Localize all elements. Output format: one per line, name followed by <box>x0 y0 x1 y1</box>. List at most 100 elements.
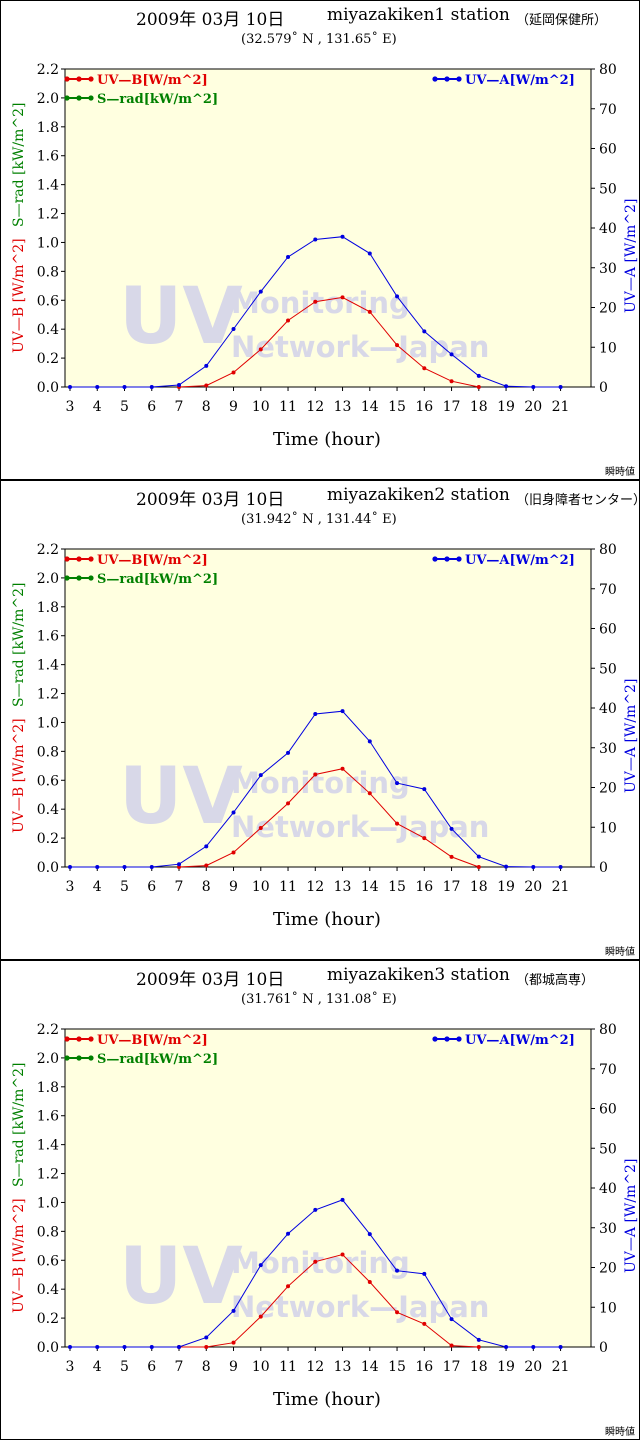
data-point <box>476 385 481 389</box>
x-tick-label: 19 <box>497 879 515 895</box>
x-tick-label: 20 <box>524 399 542 415</box>
data-point <box>204 383 209 388</box>
legend-label: UV—A[W/m^2] <box>465 1033 575 1048</box>
legend-marker <box>444 1036 450 1042</box>
chart-title: 2009年 03月 10日 miyazakiken3 station （都城高専… <box>1 965 639 990</box>
title-coords: (31.942˚ N , 131.44˚ E) <box>241 512 397 527</box>
x-tick-label: 6 <box>147 1359 156 1375</box>
legend-marker <box>76 575 82 581</box>
x-tick-label: 20 <box>524 1359 542 1375</box>
y-right-tick-label: 40 <box>599 1181 617 1197</box>
x-tick-label: 18 <box>470 399 488 415</box>
data-point <box>504 864 509 869</box>
plot-area <box>64 1028 592 1348</box>
legend-marker <box>432 556 438 562</box>
data-point <box>204 844 209 849</box>
x-tick-label: 13 <box>334 879 352 895</box>
y-left-tick-label: 1.2 <box>37 687 59 703</box>
data-point <box>558 385 563 389</box>
y-right-tick-label: 40 <box>599 221 617 237</box>
x-tick-label: 19 <box>497 399 515 415</box>
instant-value-note: 瞬時値 <box>605 947 635 958</box>
y-left-tick-label: 0.8 <box>37 744 59 760</box>
data-point <box>449 854 454 859</box>
y-right-tick-label: 50 <box>599 1141 617 1157</box>
legend-marker <box>88 76 94 82</box>
title-station: miyazakiken1 station <box>327 5 510 25</box>
y-left-label-srad: S—rad [kW/m^2] <box>11 103 27 227</box>
data-point <box>177 862 182 867</box>
y-right-tick-label: 20 <box>599 301 617 317</box>
data-point <box>422 329 427 334</box>
legend-label: S—rad[kW/m^2] <box>97 92 218 107</box>
data-point <box>286 801 291 806</box>
x-tick-label: 21 <box>552 399 570 415</box>
data-point <box>504 384 509 389</box>
y-left-label-uvb: UV—B [W/m^2] <box>11 238 27 353</box>
y-right-tick-label: 80 <box>599 62 617 78</box>
y-left-tick-label: 0.8 <box>37 264 59 280</box>
legend-marker <box>456 1036 462 1042</box>
data-point <box>177 1345 182 1349</box>
legend-marker <box>76 556 82 562</box>
data-point <box>231 1308 236 1313</box>
data-point <box>258 825 263 830</box>
x-tick-label: 4 <box>93 879 102 895</box>
x-tick-label: 11 <box>279 879 297 895</box>
data-point <box>177 865 182 869</box>
x-tick-label: 12 <box>306 1359 324 1375</box>
y-left-tick-label: 2.0 <box>37 91 59 107</box>
y-left-tick-label: 0.0 <box>37 860 59 876</box>
x-tick-label: 5 <box>120 1359 129 1375</box>
data-point <box>476 1337 481 1342</box>
y-left-tick-label: 2.2 <box>37 62 59 78</box>
y-right-tick-label: 20 <box>599 781 617 797</box>
y-left-tick-label: 0.6 <box>37 1253 59 1269</box>
legend-marker <box>64 95 70 101</box>
data-point <box>68 1345 72 1349</box>
data-point <box>286 750 291 755</box>
data-point <box>449 1317 454 1322</box>
watermark-line1: Monitoring <box>231 1246 410 1280</box>
data-point <box>395 781 400 786</box>
y-right-tick-label: 20 <box>599 1261 617 1277</box>
legend-marker <box>64 556 70 562</box>
data-point <box>231 1340 236 1345</box>
y-left-tick-label: 1.8 <box>37 1080 59 1096</box>
y-right-tick-label: 50 <box>599 661 617 677</box>
legend-label: S—rad[kW/m^2] <box>97 1052 218 1067</box>
x-tick-label: 8 <box>202 879 211 895</box>
title-coords: (32.579˚ N , 131.65˚ E) <box>241 32 397 47</box>
data-point <box>531 385 536 389</box>
legend-label: UV—A[W/m^2] <box>465 73 575 88</box>
data-point <box>422 787 427 792</box>
data-point <box>231 326 236 331</box>
data-point <box>258 773 263 778</box>
x-tick-label: 11 <box>279 399 297 415</box>
data-point <box>149 865 154 869</box>
data-point <box>231 810 236 815</box>
y-right-tick-label: 0 <box>599 380 608 396</box>
data-point <box>286 255 291 260</box>
data-point <box>231 850 236 855</box>
title-date: 2009年 03月 10日 <box>136 490 285 510</box>
data-point <box>395 1268 400 1273</box>
data-point <box>258 1263 263 1268</box>
y-right-label: UV—A [W/m^2] <box>623 1159 639 1273</box>
watermark-line1: Monitoring <box>231 286 410 320</box>
data-point <box>313 299 318 304</box>
watermark-line1: Monitoring <box>231 766 410 800</box>
y-right-tick-label: 40 <box>599 701 617 717</box>
data-point <box>340 295 345 300</box>
data-point <box>149 385 154 389</box>
y-right-tick-label: 30 <box>599 741 617 757</box>
legend-marker <box>64 1055 70 1061</box>
data-point <box>449 352 454 357</box>
watermark-line2: Network—Japan <box>231 1290 489 1324</box>
data-point <box>449 379 454 384</box>
x-tick-label: 21 <box>552 879 570 895</box>
data-point <box>367 309 372 314</box>
legend-marker <box>88 1055 94 1061</box>
data-point <box>422 1321 427 1326</box>
x-tick-label: 3 <box>66 399 75 415</box>
